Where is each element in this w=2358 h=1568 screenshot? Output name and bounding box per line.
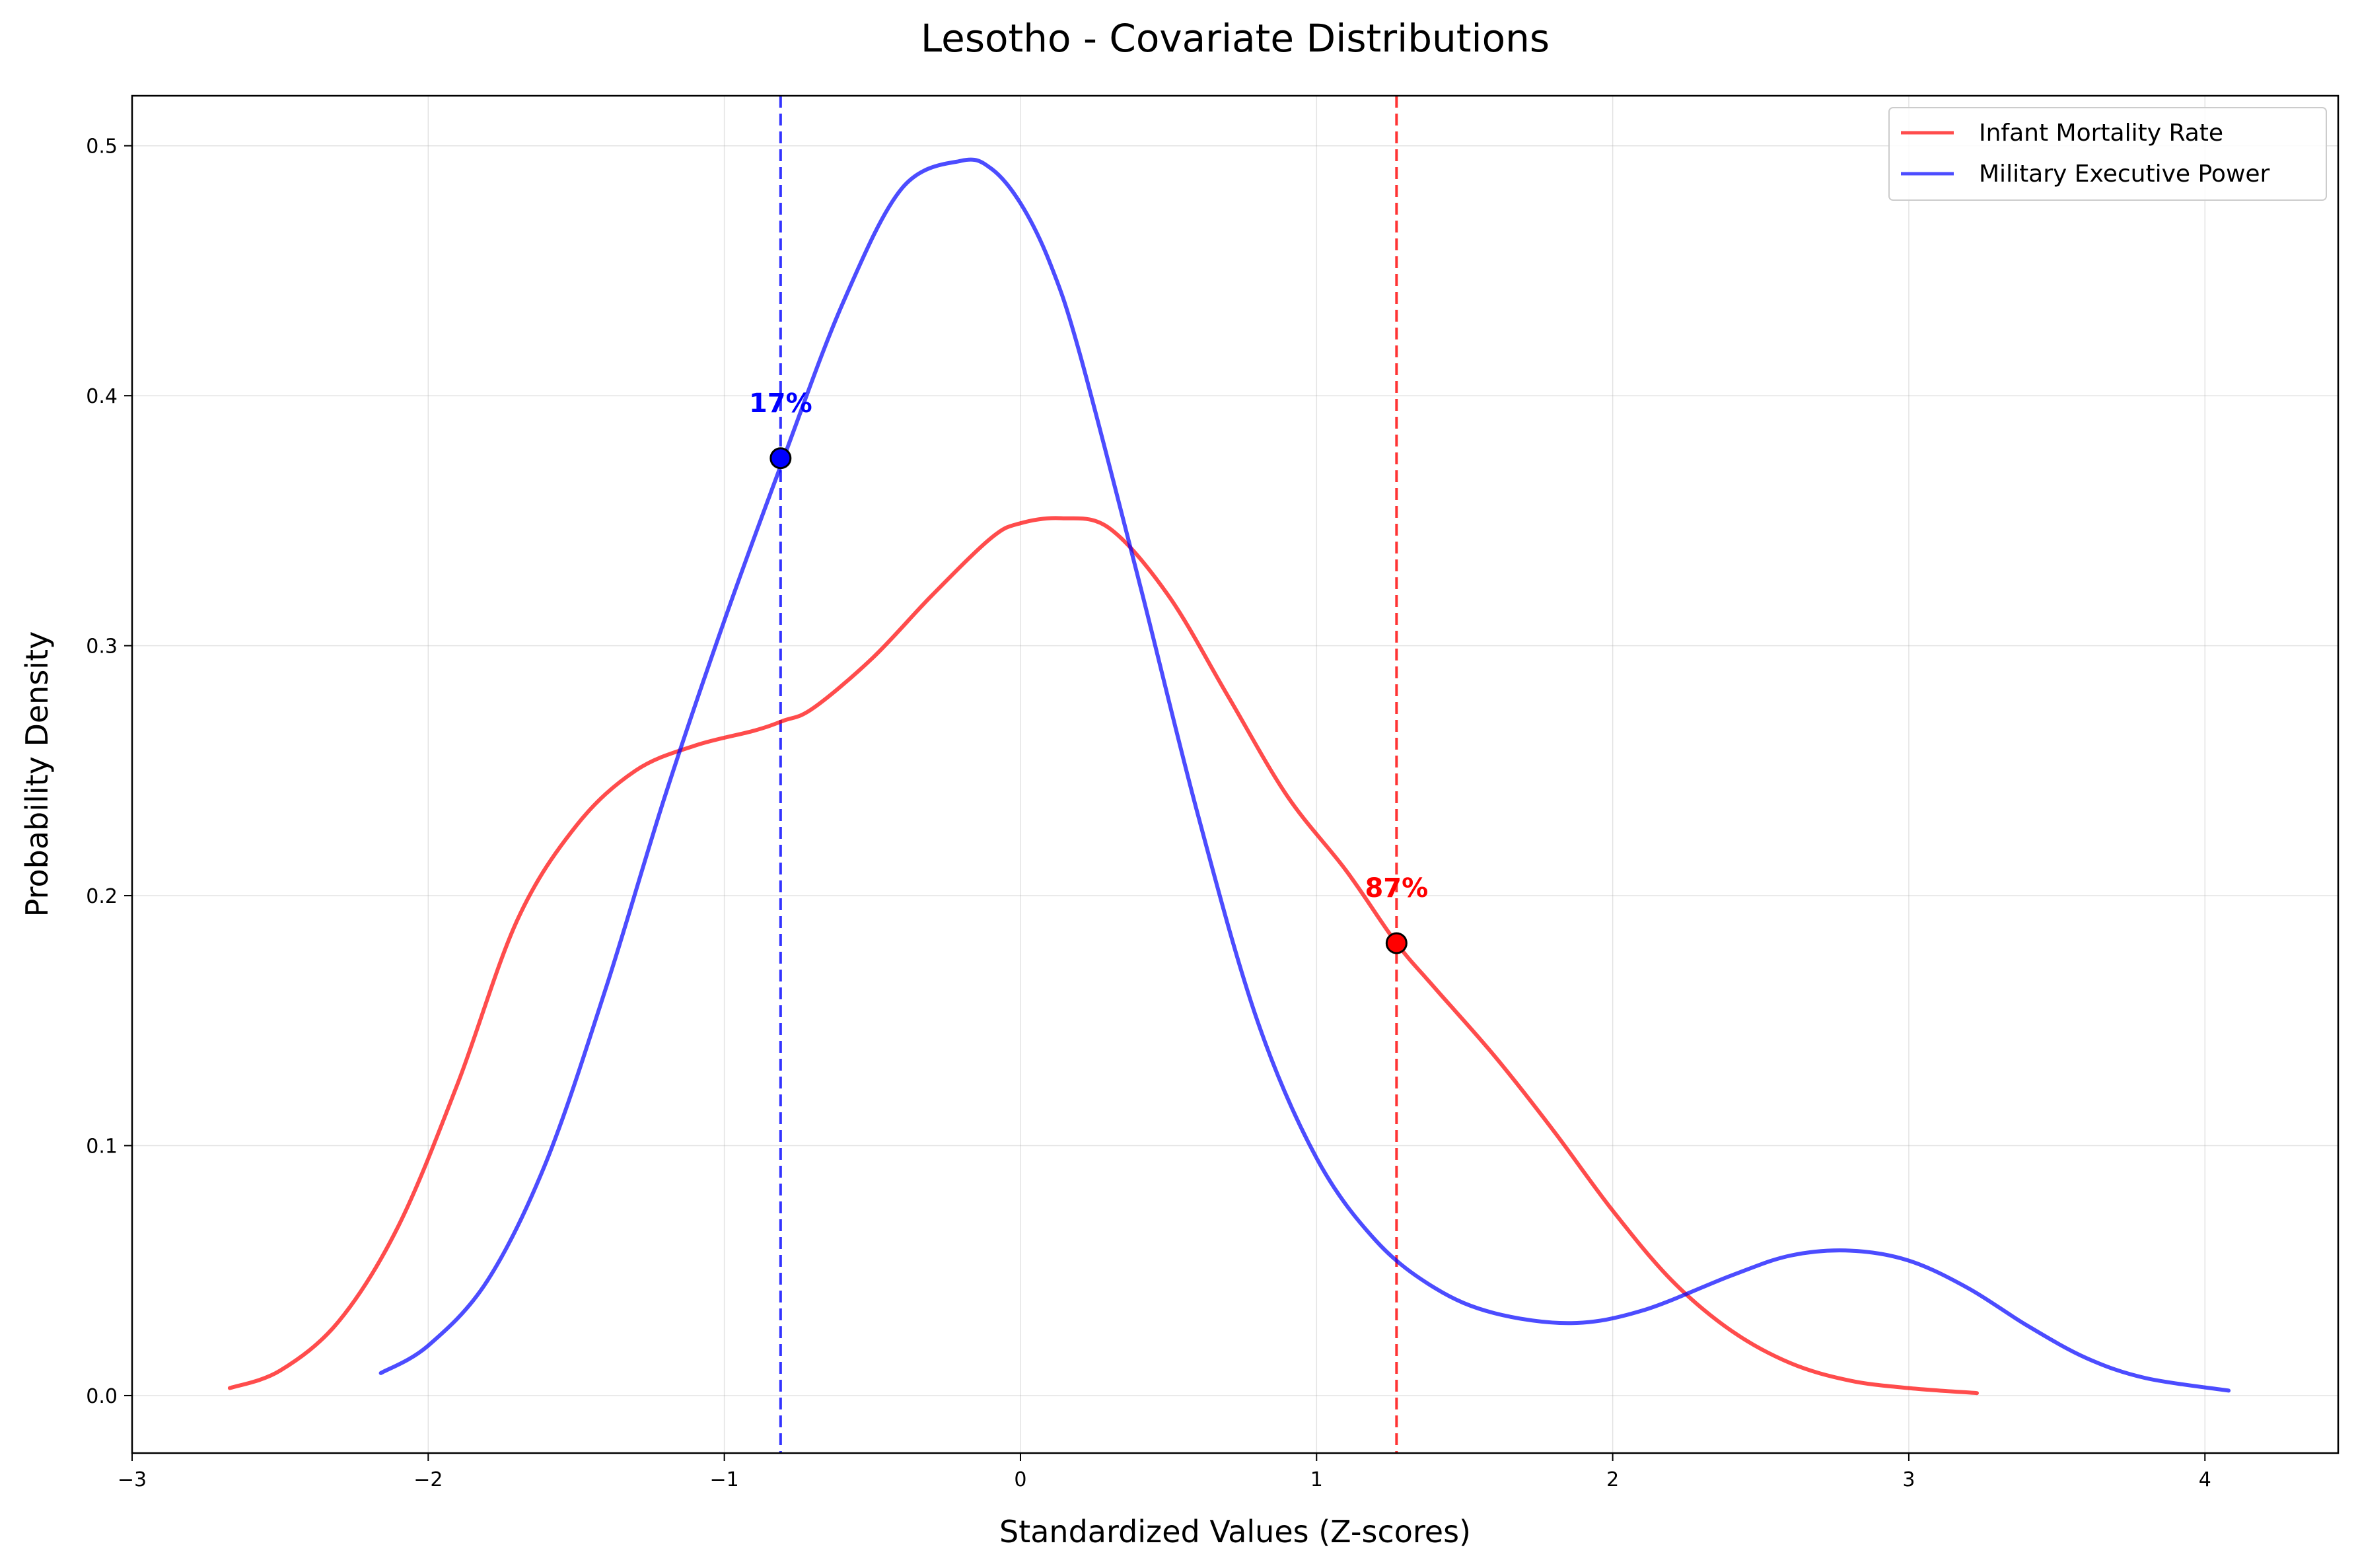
reference-lines bbox=[779, 96, 1398, 1453]
x-tick-label: 2 bbox=[1606, 1468, 1619, 1491]
legend-label-infant-mortality: Infant Mortality Rate bbox=[1979, 120, 2223, 147]
x-tick-label: −3 bbox=[118, 1468, 147, 1491]
series-line-infant-mortality bbox=[227, 516, 1979, 1396]
y-axis-label: Probability Density bbox=[19, 631, 55, 917]
percentile-marker bbox=[769, 447, 792, 470]
y-tick-label: 0.4 bbox=[86, 385, 118, 408]
percentile-marker bbox=[1385, 932, 1408, 954]
x-tick-label: 0 bbox=[1014, 1468, 1026, 1491]
percentile-label: 17% bbox=[749, 388, 812, 419]
y-tick-label: 0.3 bbox=[86, 635, 118, 659]
y-tick-label: 0.2 bbox=[86, 885, 118, 908]
series-line-military-executive-power bbox=[378, 157, 2231, 1393]
x-tick-label: 1 bbox=[1310, 1468, 1323, 1491]
markers bbox=[769, 447, 1408, 954]
y-tick-label: 0.0 bbox=[86, 1385, 118, 1408]
series-lines bbox=[227, 157, 2231, 1396]
x-tick-label: 3 bbox=[1902, 1468, 1915, 1491]
x-tick-label: 4 bbox=[2199, 1468, 2211, 1491]
plot-frame bbox=[131, 94, 2340, 1454]
x-tick-label: −1 bbox=[710, 1468, 739, 1491]
legend-label-military-executive-power: Military Executive Power bbox=[1979, 160, 2270, 188]
x-axis-ticks: −3 −2 −1 0 1 2 3 4 bbox=[118, 1453, 2211, 1491]
chart-title: Lesotho - Covariate Distributions bbox=[921, 16, 1550, 61]
legend: Infant Mortality Rate Military Executive… bbox=[1888, 107, 2327, 201]
y-tick-label: 0.5 bbox=[86, 135, 118, 159]
x-tick-label: −2 bbox=[413, 1468, 443, 1491]
y-axis-ticks: 0.0 0.1 0.2 0.3 0.4 0.5 bbox=[86, 135, 132, 1408]
legend-box bbox=[1888, 107, 2327, 201]
percentile-label: 87% bbox=[1365, 873, 1428, 904]
y-tick-label: 0.1 bbox=[86, 1135, 118, 1158]
annotations: 17% 87% bbox=[749, 388, 1428, 904]
x-axis-label: Standardized Values (Z-scores) bbox=[999, 1514, 1471, 1550]
